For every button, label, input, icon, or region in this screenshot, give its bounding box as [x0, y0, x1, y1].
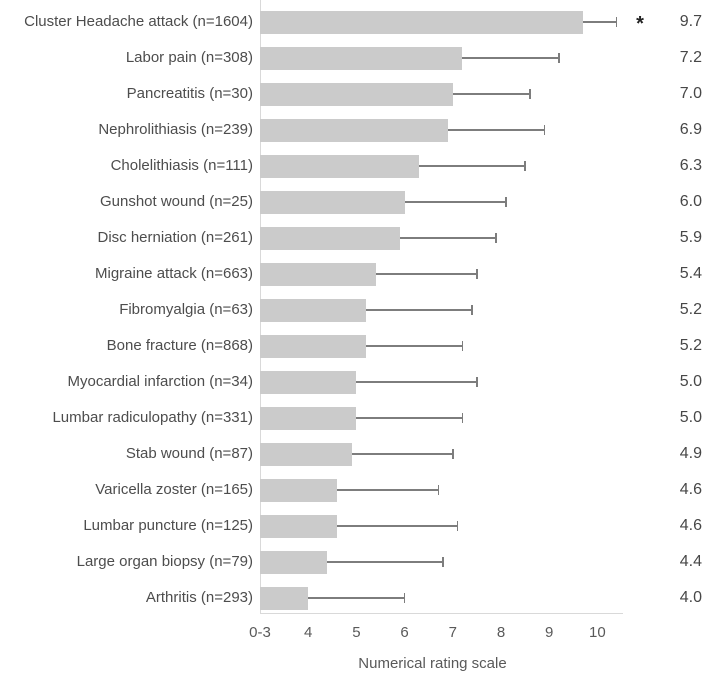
bar	[260, 118, 448, 142]
bar	[260, 406, 357, 430]
value-label: 4.9	[679, 445, 702, 462]
bar	[260, 586, 309, 610]
category-label: Nephrolithiasis (n=239)	[98, 121, 253, 138]
value-label: 5.4	[679, 265, 702, 282]
value-label: 5.9	[679, 229, 702, 246]
category-label: Varicella zoster (n=165)	[95, 481, 253, 498]
error-bar-cap	[471, 305, 473, 315]
error-bar-cap	[495, 233, 497, 243]
bar	[260, 334, 367, 358]
error-bar-cap	[476, 269, 478, 279]
error-bar	[462, 57, 559, 59]
error-bar	[337, 525, 458, 527]
error-bar	[327, 561, 444, 563]
category-label: Lumbar radiculopathy (n=331)	[52, 409, 253, 426]
x-axis-title: Numerical rating scale	[358, 655, 507, 672]
value-label: 5.0	[679, 373, 702, 390]
category-label: Myocardial infarction (n=34)	[67, 373, 253, 390]
value-label: 7.0	[679, 85, 702, 102]
bar	[260, 550, 328, 574]
error-bar	[404, 201, 506, 203]
error-bar	[308, 597, 405, 599]
category-label: Labor pain (n=308)	[125, 49, 253, 66]
error-bar	[337, 489, 439, 491]
error-bar	[356, 381, 477, 383]
error-bar-cap	[456, 521, 459, 531]
error-bar	[452, 93, 530, 95]
value-label: 9.7	[679, 13, 702, 30]
error-bar-cap	[476, 377, 478, 387]
value-label: 5.0	[679, 409, 702, 426]
x-tick-label: 9	[545, 624, 554, 641]
error-bar	[366, 345, 463, 347]
value-label: 4.0	[679, 589, 702, 606]
x-tick-label: 8	[496, 624, 506, 641]
bar	[260, 154, 420, 178]
error-bar-cap	[461, 341, 464, 351]
value-label: 4.4	[679, 553, 702, 570]
error-bar-cap	[403, 593, 406, 603]
category-label: Migraine attack (n=663)	[95, 265, 253, 282]
bar	[260, 478, 338, 502]
error-bar	[351, 453, 453, 455]
category-label: Gunshot wound (n=25)	[99, 193, 253, 210]
error-bar	[582, 21, 617, 23]
category-label: Pancreatitis (n=30)	[126, 85, 253, 102]
value-label: 6.9	[679, 121, 702, 138]
error-bar	[366, 309, 473, 311]
bar	[260, 298, 367, 322]
error-bar-cap	[543, 125, 546, 135]
error-bar	[419, 165, 526, 167]
x-tick-label: 10	[589, 624, 606, 641]
error-bar-cap	[505, 197, 507, 207]
x-tick-label: 5	[352, 624, 361, 641]
error-bar	[356, 417, 463, 419]
significance-marker: *	[636, 13, 644, 35]
category-label: Lumbar puncture (n=125)	[83, 517, 253, 534]
error-bar	[399, 237, 497, 239]
bar	[260, 46, 463, 70]
bar	[260, 262, 376, 286]
bar	[260, 226, 400, 250]
value-label: 6.3	[679, 157, 702, 174]
category-label: Arthritis (n=293)	[145, 589, 253, 606]
value-label: 4.6	[679, 481, 702, 498]
error-bar-cap	[461, 413, 464, 423]
x-tick-label: 7	[448, 624, 457, 641]
bar	[260, 10, 583, 34]
category-label: Fibromyalgia (n=63)	[119, 301, 253, 318]
bar	[260, 514, 338, 538]
bar	[260, 370, 357, 394]
error-bar	[447, 129, 545, 131]
value-label: 5.2	[679, 337, 702, 354]
error-bar-cap	[558, 53, 560, 63]
bar	[260, 82, 453, 106]
error-bar-cap	[615, 17, 618, 27]
error-bar	[375, 273, 477, 275]
category-label: Stab wound (n=87)	[125, 445, 253, 462]
error-bar-cap	[437, 485, 440, 495]
bar	[260, 190, 405, 214]
error-bar-cap	[452, 449, 454, 459]
value-label: 7.2	[679, 49, 702, 66]
category-label: Bone fracture (n=868)	[106, 337, 253, 354]
x-tick-label: 4	[304, 624, 313, 641]
x-tick-label: 0-3	[249, 624, 271, 641]
category-label: Cholelithiasis (n=111)	[110, 157, 253, 174]
value-label: 5.2	[679, 301, 702, 318]
x-tick-label: 6	[400, 624, 409, 641]
value-label: 6.0	[679, 193, 702, 210]
error-bar-cap	[442, 557, 444, 567]
bar	[260, 442, 352, 466]
category-label: Cluster Headache attack (n=1604)	[24, 13, 253, 30]
value-label: 4.6	[679, 517, 702, 534]
error-bar-cap	[524, 161, 526, 171]
category-label: Large organ biopsy (n=79)	[76, 553, 253, 570]
category-label: Disc herniation (n=261)	[97, 229, 253, 246]
error-bar-cap	[529, 89, 531, 99]
x-axis-line	[260, 613, 623, 614]
